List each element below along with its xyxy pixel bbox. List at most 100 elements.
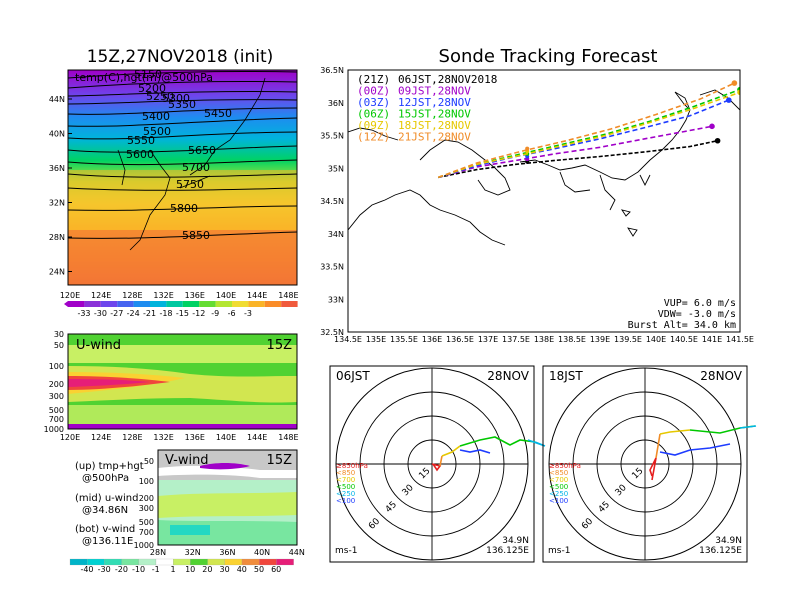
pressure-tick-label: 300 [49, 392, 64, 401]
panel-notes: (up) tmp+hgt @500hPa (mid) u-wind @34.86… [75, 461, 144, 547]
lat-tick-label: 36N [49, 164, 65, 173]
colorbar-label: -18 [159, 309, 172, 318]
lat-tick-label: 28N [150, 548, 166, 557]
lon-tick-label: 136E [422, 335, 442, 344]
colorbar-label: 10 [185, 565, 195, 574]
hodo-trace [459, 436, 536, 447]
lon-tick-label: 128E [122, 433, 142, 442]
lat-tick-label: 33N [328, 295, 344, 304]
hodo-trace [655, 433, 661, 459]
lon-tick-label: 135E [366, 335, 386, 344]
lon-tick-label: 140.5E [670, 335, 698, 344]
colorbar-label: 40 [237, 565, 247, 574]
lat-tick-label: 33.5N [320, 263, 344, 272]
pressure-tick-label: 1000 [44, 425, 64, 434]
lon-tick-label: 141.5E [726, 335, 754, 344]
contour-label: 5300 [162, 92, 190, 105]
hodo-lat: 34.9N [715, 536, 742, 546]
colorbar-swatch [84, 301, 101, 307]
lon-tick-label: 120E [60, 291, 80, 300]
lon-tick-label: 132E [153, 433, 173, 442]
lon-tick-label: 124E [91, 291, 111, 300]
lon-tick-label: 128E [122, 291, 142, 300]
hodo-trace [659, 429, 691, 435]
pressure-tick-label: 300 [139, 504, 154, 513]
lat-tick-label: 35.5N [320, 132, 344, 141]
lon-tick-label: 139E [590, 335, 610, 344]
hodo-legend-item: ≥850hPa [549, 462, 581, 470]
hodo-legend-item: <850 [549, 469, 568, 477]
tracking-coastlines [348, 89, 740, 246]
lon-tick-label: 148E [278, 291, 298, 300]
lon-tick-label: 139.5E [614, 335, 642, 344]
colorbar-label: 20 [202, 565, 212, 574]
left-map-lat-ticks: 44N 40N 36N 32N 28N 24N [49, 95, 65, 277]
tracking-frame [347, 69, 741, 333]
colorbar-label: 1 [170, 565, 175, 574]
colorbar-label: -10 [132, 565, 145, 574]
colorbar-label: -30 [94, 309, 107, 318]
lon-tick-label: 144E [247, 291, 267, 300]
lat-tick-label: 28N [49, 233, 65, 242]
lon-tick-label: 136.5E [446, 335, 474, 344]
v-wind-field [158, 450, 297, 545]
lat-tick-label: 40N [254, 548, 270, 557]
hodo-trace [441, 445, 461, 457]
hodo-legend-item: <500 [549, 483, 568, 491]
note-bot-a: (bot) v-wind [75, 524, 135, 535]
height-contours [68, 70, 297, 239]
lon-tick-label: 137.5E [502, 335, 530, 344]
pressure-tick-label: 500 [139, 518, 154, 527]
lat-tick-label: 35N [328, 164, 344, 173]
contour-label: 5350 [168, 98, 196, 111]
contour-label: 5750 [176, 178, 204, 191]
colorbar-swatch [199, 301, 216, 307]
lat-tick-label: 36.5N [320, 66, 344, 75]
left-map-title: 15Z,27NOV2018 (init) [87, 47, 274, 67]
note-up-a: (up) tmp+hgt [75, 461, 144, 472]
note-mid-a: (mid) u-wind [75, 493, 138, 504]
contour-label: 5800 [170, 202, 198, 215]
u-wind-field [68, 334, 297, 429]
lon-tick-label: 148E [278, 433, 298, 442]
hodo-legend-item: <500 [336, 483, 355, 491]
legend-code: (09Z) [357, 119, 390, 132]
colorbar-label: 30 [220, 565, 230, 574]
hodo-lon: 136.125E [486, 546, 529, 556]
v-wind-title: V-wind [165, 453, 209, 468]
lon-tick-label: 137E [478, 335, 498, 344]
note-up-b: @500hPa [82, 473, 129, 484]
contour-label: 5650 [188, 144, 216, 157]
hodo-legend-item: <100 [549, 497, 568, 505]
vup-text: VUP= 6.0 m/s [664, 298, 736, 309]
contour-label: 5550 [127, 134, 155, 147]
colorbar-label: -30 [98, 565, 111, 574]
sonde-tracks [437, 80, 740, 179]
lon-tick-label: 140E [216, 291, 236, 300]
colorbar-swatch [281, 301, 298, 307]
pressure-tick-label: 1000 [134, 541, 154, 550]
legend-code: (12Z) [357, 131, 390, 144]
colorbar-label: -6 [228, 309, 236, 318]
v-wind-frame [157, 449, 298, 546]
legend-time: 18JST,28NOV [398, 119, 471, 132]
tracking-background [348, 70, 740, 332]
hodograph-06jst: 06JST 28NOV34.9N136.125Ems-115304560≥850h… [329, 365, 546, 563]
colorbar-label: -3 [244, 309, 252, 318]
hodo-legend-item: <250 [336, 490, 355, 498]
colorbar-label: -15 [176, 309, 189, 318]
colorbar-arrow [64, 301, 68, 307]
track-line [437, 125, 713, 179]
pressure-tick-label: 700 [49, 415, 64, 424]
lat-tick-label: 40N [49, 130, 65, 139]
hodo-time: 18JST [549, 369, 583, 383]
hodo-date: 28NOV [487, 369, 529, 383]
lon-tick-label: 138.5E [558, 335, 586, 344]
colorbar-swatch [232, 301, 249, 307]
hodo-frame [542, 365, 748, 563]
pressure-tick-label: 200 [139, 494, 154, 503]
colorbar-swatch [276, 558, 294, 566]
